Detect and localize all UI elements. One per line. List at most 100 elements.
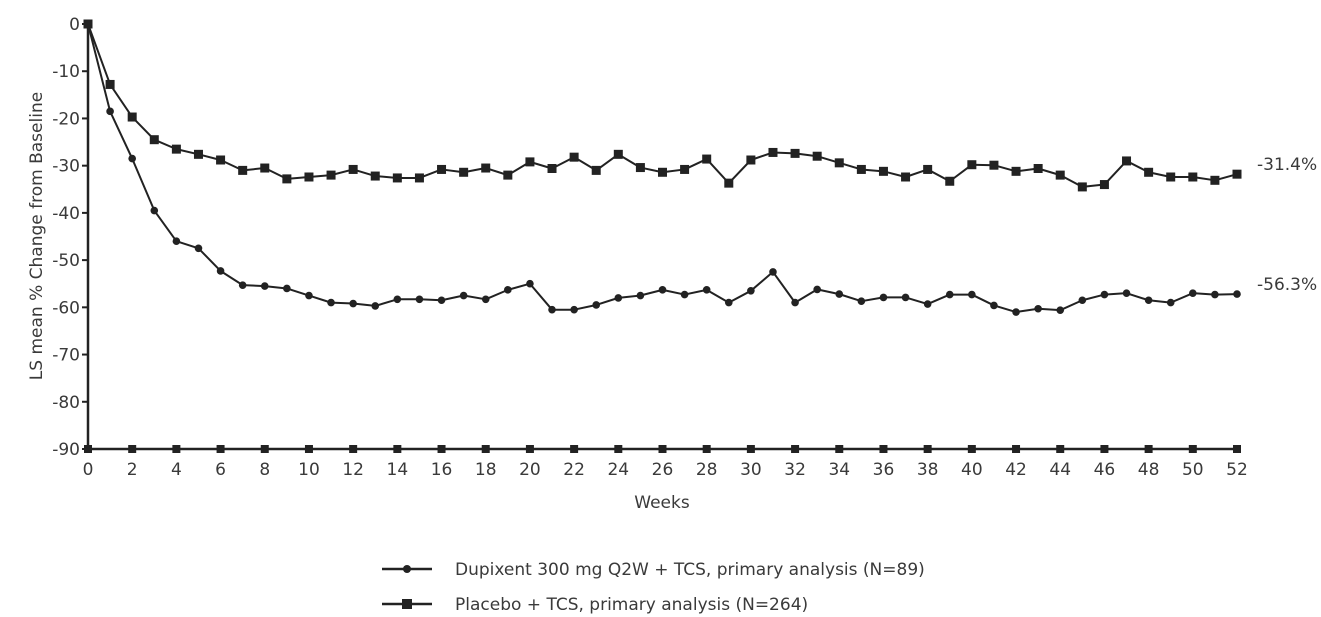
x-tick-mark: [304, 445, 313, 453]
data-point-placebo: [547, 164, 557, 173]
data-point-dupixent: [570, 305, 578, 314]
data-point-placebo: [1099, 180, 1109, 190]
data-point-placebo: [591, 165, 601, 175]
x-tick-label: 18: [475, 460, 497, 480]
y-tick-label: -50: [52, 251, 80, 271]
x-tick-label: 32: [784, 460, 806, 480]
data-point-dupixent: [636, 291, 645, 300]
data-point-placebo: [613, 149, 623, 159]
data-point-placebo: [392, 173, 402, 183]
data-point-placebo: [702, 154, 712, 164]
x-tick-label: 10: [298, 460, 320, 480]
x-tick-label: 30: [740, 460, 762, 480]
data-point-dupixent: [106, 107, 114, 116]
end-label-placebo: -31.4%: [1257, 155, 1317, 175]
data-point-dupixent: [1078, 296, 1087, 305]
data-point-placebo: [635, 163, 645, 173]
x-tick-mark: [702, 445, 711, 453]
data-point-placebo: [1122, 156, 1132, 166]
data-point-placebo: [923, 164, 933, 174]
x-tick-mark: [172, 445, 181, 453]
data-point-dupixent: [747, 287, 755, 295]
x-tick-mark: [1144, 445, 1153, 453]
data-point-dupixent: [238, 281, 247, 289]
x-tick-label: 44: [1049, 460, 1071, 480]
data-point-placebo: [149, 135, 159, 145]
x-tick-label: 0: [83, 460, 94, 480]
data-point-dupixent: [990, 301, 998, 310]
data-point-dupixent: [658, 286, 667, 294]
data-point-placebo: [812, 151, 822, 161]
data-point-dupixent: [724, 298, 733, 307]
legend-label-placebo: Placebo + TCS, primary analysis (N=264): [455, 595, 808, 615]
data-point-dupixent: [1122, 289, 1131, 297]
x-tick-mark: [967, 445, 976, 453]
data-point-placebo: [1077, 182, 1087, 192]
x-tick-label: 34: [828, 460, 850, 480]
x-tick-mark: [349, 445, 358, 453]
data-point-placebo: [834, 158, 844, 168]
x-tick-mark: [260, 445, 269, 453]
x-tick-label: 48: [1138, 460, 1160, 480]
y-tick-label: -30: [52, 157, 80, 177]
data-point-dupixent: [1034, 304, 1042, 313]
x-tick-label: 6: [215, 460, 226, 480]
data-point-dupixent: [901, 293, 910, 302]
y-tick-label: -90: [52, 440, 80, 460]
data-point-dupixent: [128, 154, 136, 163]
data-point-dupixent: [945, 290, 954, 299]
x-tick-label: 42: [1005, 460, 1027, 480]
axes: [86, 24, 1237, 451]
data-point-dupixent: [857, 297, 866, 305]
x-tick-label: 38: [917, 460, 939, 480]
data-point-dupixent: [216, 267, 225, 275]
x-tick-label: 4: [171, 460, 182, 480]
data-point-dupixent: [548, 305, 556, 314]
x-tick-mark: [791, 445, 800, 453]
data-point-dupixent: [504, 286, 512, 294]
data-point-placebo: [1210, 175, 1220, 185]
data-point-placebo: [326, 170, 336, 180]
data-point-placebo: [238, 165, 248, 175]
data-point-dupixent: [813, 285, 821, 294]
y-tick-label: -10: [52, 62, 80, 82]
data-point-placebo: [1166, 172, 1176, 182]
data-point-placebo: [127, 112, 137, 122]
data-point-dupixent: [1233, 290, 1241, 298]
data-point-dupixent: [260, 282, 269, 290]
x-tick-label: 26: [652, 460, 674, 480]
data-point-placebo: [459, 167, 469, 177]
data-point-dupixent: [305, 291, 313, 300]
y-tick-label: 0: [69, 15, 80, 35]
x-tick-mark: [746, 445, 755, 453]
x-tick-label: 12: [342, 460, 364, 480]
data-point-placebo: [171, 144, 181, 154]
data-point-placebo: [945, 176, 955, 186]
data-point-dupixent: [592, 301, 601, 309]
data-point-placebo: [967, 160, 977, 170]
data-point-dupixent: [968, 290, 976, 299]
data-point-placebo: [481, 163, 491, 173]
data-point-dupixent: [614, 294, 623, 302]
x-tick-mark: [658, 445, 667, 453]
data-point-placebo: [856, 164, 866, 174]
data-point-placebo: [216, 155, 226, 165]
data-point-placebo: [282, 174, 292, 184]
data-point-placebo: [1232, 169, 1242, 179]
legend-marker-square: [402, 599, 412, 609]
data-point-dupixent: [150, 206, 159, 215]
data-point-dupixent: [1166, 298, 1175, 307]
data-point-placebo: [503, 170, 513, 180]
x-tick-mark: [84, 445, 92, 453]
y-tick-label: -80: [52, 393, 80, 413]
data-point-dupixent: [1189, 289, 1197, 297]
series-markers: [83, 19, 1242, 316]
data-point-dupixent: [459, 291, 468, 300]
data-point-placebo: [260, 163, 270, 173]
x-tick-mark: [1056, 445, 1065, 453]
data-point-placebo: [525, 157, 535, 167]
y-tick-label: -60: [52, 298, 80, 318]
y-ticks: 0 -10 -20 -30 -40 -50 -60 -70 -80 -90: [52, 15, 88, 460]
data-point-placebo: [83, 19, 93, 29]
y-tick-label: -70: [52, 346, 80, 366]
